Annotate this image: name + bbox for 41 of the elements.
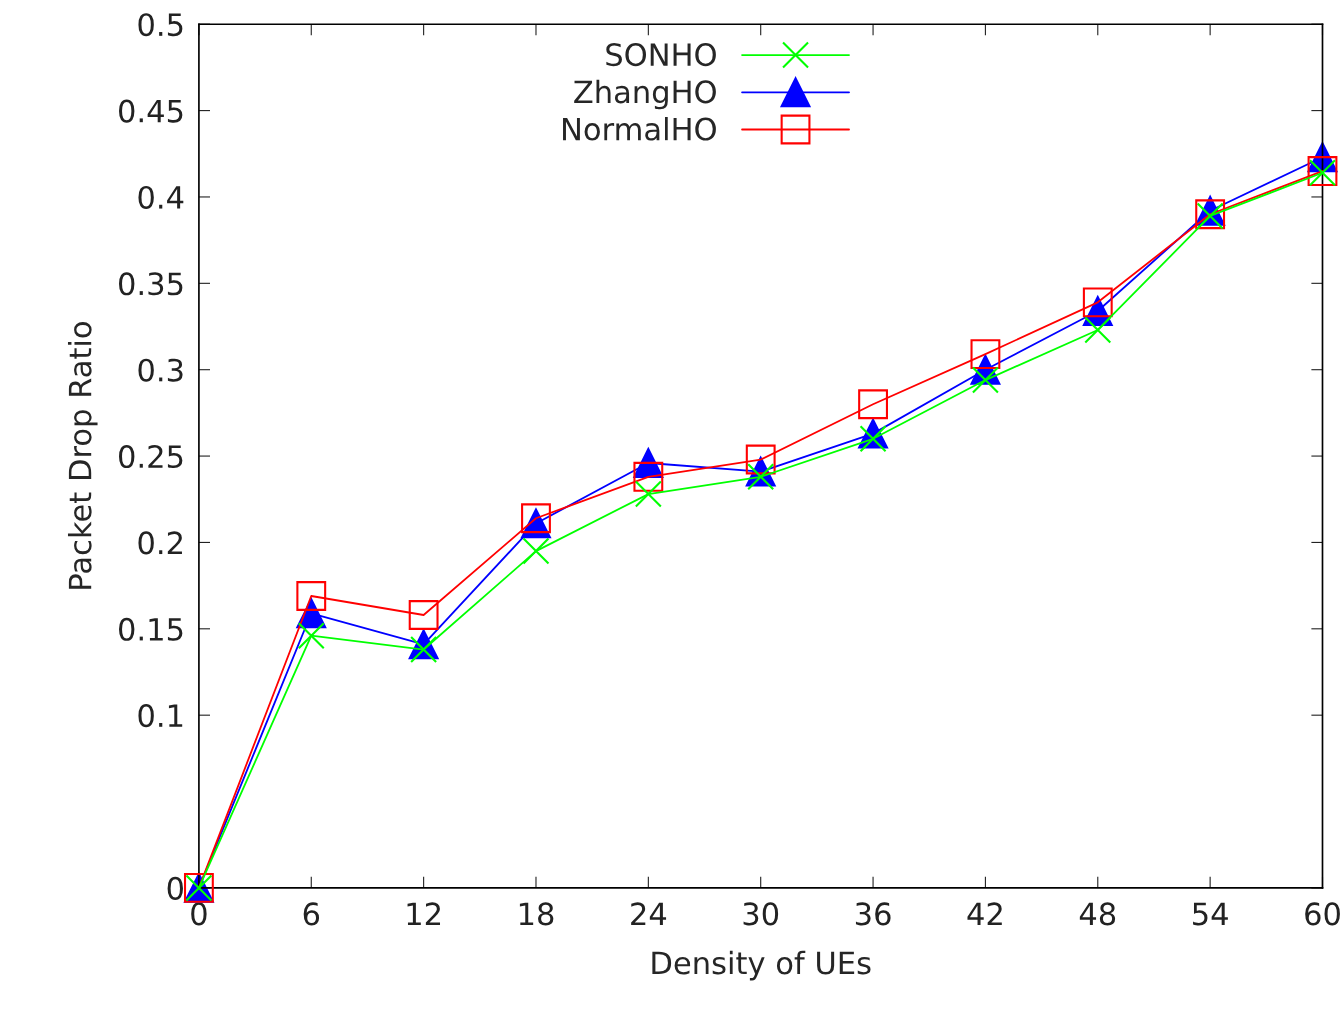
x-tick-label: 48 — [1079, 902, 1116, 926]
x-tick-label: 12 — [407, 902, 441, 926]
point — [296, 581, 327, 611]
point — [633, 461, 664, 492]
x-tick-label: 54 — [1193, 902, 1228, 926]
point — [410, 636, 438, 664]
x-tick-label: 0 — [191, 902, 207, 926]
legend-label: ZhangHO — [574, 79, 716, 110]
y-tick-label: 0.5 — [138, 13, 183, 37]
point — [408, 600, 439, 630]
y-tick-label: 0.35 — [119, 272, 183, 296]
y-tick-label: 0.1 — [138, 704, 183, 728]
point — [859, 425, 887, 453]
point — [522, 537, 550, 565]
x-tick-label: 60 — [1305, 902, 1340, 926]
y-tick-label: 0.4 — [138, 185, 184, 209]
y-axis-title: Packet Drop Ratio — [67, 322, 98, 589]
x-axis-title: Density of UEs — [652, 950, 871, 981]
legend-label: NormalHO — [563, 116, 716, 141]
x-tick-label: 18 — [519, 902, 554, 926]
y-tick-label: 0.2 — [138, 531, 182, 555]
point — [747, 463, 775, 491]
y-tick-label: 0.45 — [119, 99, 183, 123]
legend-label: SONHO — [606, 43, 716, 67]
point — [1084, 316, 1112, 344]
point — [1082, 287, 1113, 318]
y-tick-label: 0.3 — [138, 358, 183, 382]
point — [745, 444, 776, 475]
point — [970, 339, 1001, 370]
x-tick-label: 24 — [631, 902, 667, 926]
x-tick-label: 30 — [743, 902, 779, 926]
x-tick-label: 6 — [303, 902, 320, 926]
y-tick-label: 0.15 — [119, 617, 183, 641]
y-tick-label: 0.25 — [119, 445, 183, 469]
point — [858, 389, 888, 420]
x-tick-label: 36 — [855, 902, 891, 926]
y-tick-label: 0 — [167, 876, 183, 900]
point — [971, 366, 999, 394]
point — [634, 480, 662, 508]
point — [297, 622, 325, 650]
x-tick-label: 42 — [967, 902, 1002, 926]
